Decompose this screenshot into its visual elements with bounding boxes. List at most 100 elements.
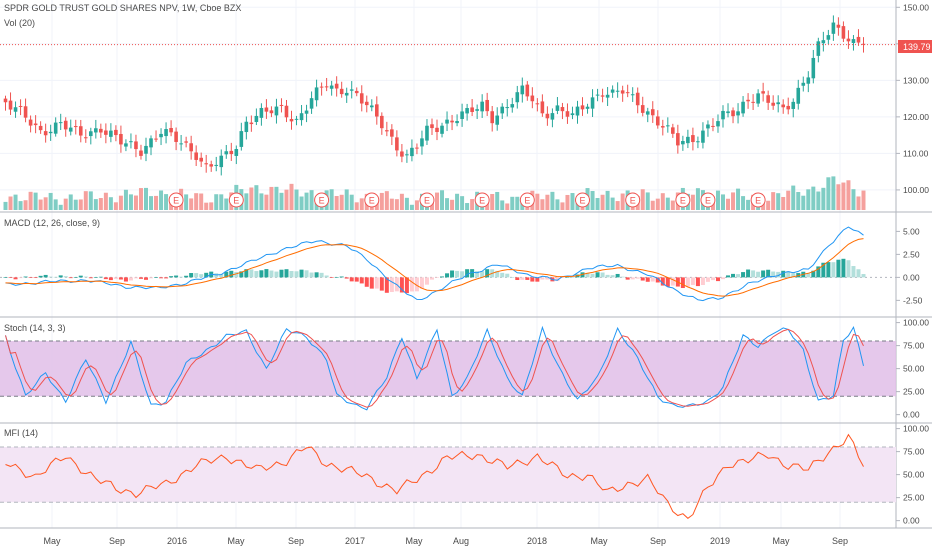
volume-bar (796, 191, 801, 210)
signal-line (5, 238, 864, 297)
volume-bar (68, 194, 73, 210)
volume-bar (28, 191, 33, 210)
volume-bar (159, 190, 164, 210)
earnings-marker-label: E (630, 196, 636, 206)
volume-bar (294, 189, 299, 210)
macd-histogram-bar (279, 269, 284, 278)
volume-bar (510, 196, 515, 210)
volume-bar (590, 191, 595, 210)
candle-body (8, 100, 13, 110)
macd-histogram-bar (816, 266, 821, 278)
stoch-axis-label: 75.00 (903, 341, 925, 351)
macd-histogram-bar (555, 277, 560, 282)
volume-bar (470, 199, 475, 210)
volume-bar (550, 191, 555, 210)
volume-bar (831, 176, 836, 210)
volume-bar (500, 200, 505, 210)
macd-histogram-bar (505, 273, 510, 278)
macd-histogram-bar (174, 275, 179, 278)
volume-bar (821, 187, 826, 210)
volume-bar (48, 192, 53, 210)
volume-bar (555, 199, 560, 210)
time-axis-label: Sep (109, 536, 125, 546)
macd-histogram-bar (319, 272, 324, 278)
volume-bar (299, 196, 304, 210)
volume-bar (73, 199, 78, 210)
macd-histogram-bar (530, 277, 535, 282)
macd-histogram-bar (419, 277, 424, 289)
stoch-axis-label: 0.00 (903, 410, 920, 420)
macd-histogram-bar (640, 277, 645, 281)
macd-histogram-bar (33, 277, 38, 279)
volume-bar (771, 192, 776, 210)
stoch-d-line (5, 328, 864, 408)
candle-body (861, 43, 866, 45)
macd-histogram-bar (841, 258, 846, 278)
candle-body (68, 127, 73, 132)
macd-histogram-bar (665, 277, 670, 287)
macd-histogram-bar (409, 277, 414, 292)
macd-histogram-bar (284, 269, 289, 278)
macd-histogram-bar (831, 262, 836, 278)
macd-histogram-bar (470, 269, 475, 278)
volume-bar (816, 191, 821, 210)
macd-histogram-bar (746, 269, 751, 278)
volume-bar (776, 193, 781, 210)
macd-histogram-bar (540, 277, 545, 280)
candle-body (450, 120, 454, 123)
volume-bar (88, 191, 93, 210)
volume-bar (811, 186, 816, 210)
macd-histogram-bar (239, 271, 244, 278)
earnings-marker-circle (364, 192, 380, 208)
macd-histogram-bar (480, 271, 485, 278)
time-axis-label: Aug (453, 536, 469, 546)
candle-body (274, 106, 279, 116)
candle-body (159, 133, 163, 138)
candle-body (615, 90, 620, 92)
candle-body (194, 152, 198, 160)
candle-body (856, 36, 861, 43)
candle-body (691, 135, 695, 143)
macd-histogram-bar (58, 275, 63, 278)
volume-bar (450, 199, 455, 210)
macd-line (5, 226, 864, 302)
stoch-k-line (5, 325, 864, 411)
volume-bar (3, 201, 8, 210)
candle-body (344, 92, 349, 96)
candle-body (43, 131, 48, 136)
macd-histogram-bar (435, 277, 440, 278)
macd-histogram-bar (254, 271, 259, 278)
candle-body (309, 98, 314, 109)
volume-bar (600, 194, 605, 210)
macd-histogram-bar (234, 272, 239, 278)
candle-body (585, 106, 590, 109)
volume-bar (63, 198, 68, 210)
candle-body (374, 104, 379, 117)
volume-bar (83, 191, 88, 210)
candle-body (259, 107, 264, 118)
earnings-marker-label: E (369, 196, 375, 206)
volume-bar (78, 199, 83, 210)
candle-body (28, 119, 33, 126)
macd-histogram-bar (269, 270, 274, 278)
mfi-axis-label: 0.00 (903, 516, 920, 526)
macd-histogram-bar (525, 277, 530, 280)
candle-body (696, 141, 700, 143)
macd-histogram-bar (98, 276, 103, 278)
macd-histogram-bar (510, 277, 515, 278)
macd-histogram-bar (179, 276, 184, 278)
volume-bar (414, 200, 419, 210)
volume-bar (695, 188, 700, 210)
macd-histogram-bar (359, 277, 364, 284)
macd-histogram-bar (429, 277, 434, 280)
candle-body (83, 137, 88, 139)
candle-body (741, 101, 745, 114)
earnings-marker-circle (700, 192, 716, 208)
macd-histogram-bar (710, 277, 715, 281)
candle-body (620, 90, 625, 94)
candle-body (826, 35, 831, 40)
macd-histogram-bar (705, 277, 710, 282)
macd-histogram-bar (138, 277, 143, 279)
mfi-label: MFI (14) (4, 428, 38, 438)
